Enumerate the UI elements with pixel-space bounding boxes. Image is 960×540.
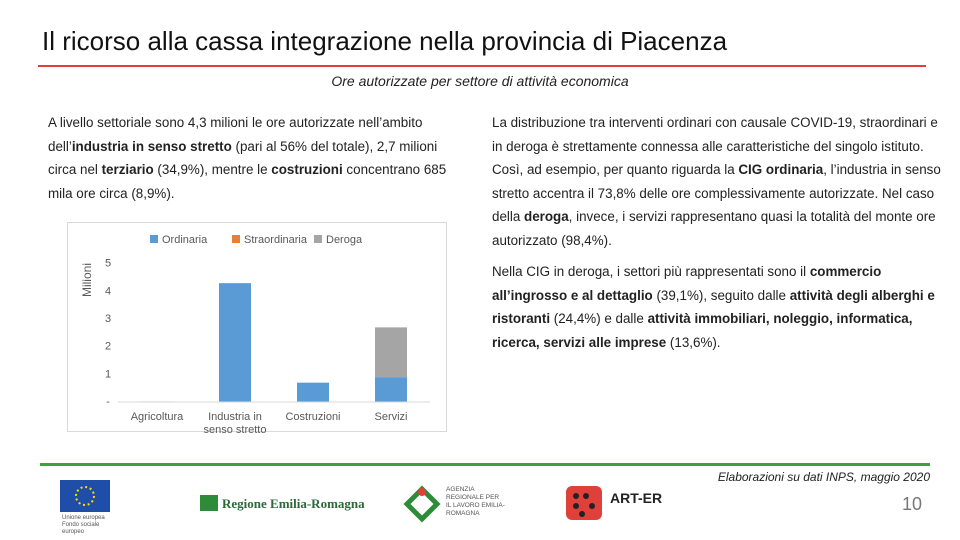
rer-mark bbox=[200, 495, 218, 511]
page-number: 10 bbox=[901, 494, 922, 514]
text-run: Nella CIG in deroga, i settori più rappr… bbox=[492, 264, 810, 279]
y-axis-title: Milioni bbox=[80, 263, 94, 297]
x-tick-label: Servizi bbox=[374, 411, 408, 423]
y-tick-label: 3 bbox=[105, 313, 111, 325]
text-run: costruzioni bbox=[271, 162, 343, 177]
text-run: A livello settoriale sono 4,3 milioni le… bbox=[48, 115, 423, 154]
text-run: deroga bbox=[524, 209, 569, 224]
y-tick-label: - bbox=[106, 396, 110, 408]
agency-mark bbox=[403, 485, 441, 523]
text-run: attività degli alberghi e ristoranti bbox=[492, 287, 935, 327]
arter-mark bbox=[566, 486, 602, 520]
bar-segment bbox=[297, 382, 329, 402]
title-rule bbox=[38, 65, 926, 67]
x-tick-label: Industria in senso stretto bbox=[203, 411, 267, 436]
text-run: concentrano 685 mila ore circa (8,9%). bbox=[48, 162, 447, 201]
x-tick-label: Costruzioni bbox=[285, 411, 341, 423]
right-text: La distribuzione tra interventi ordinari… bbox=[492, 111, 944, 362]
bar-segment bbox=[375, 377, 407, 402]
text-run: (39,1%), seguito dalle bbox=[652, 287, 790, 303]
y-tick-label: 4 bbox=[105, 285, 111, 297]
text-run: La distribuzione tra interventi ordinari… bbox=[492, 115, 938, 177]
text-run: (24,4%) e dalle bbox=[550, 311, 648, 326]
paragraph: La distribuzione tra interventi ordinari… bbox=[492, 111, 944, 252]
bar-segment bbox=[375, 327, 407, 378]
y-tick-label: 1 bbox=[105, 368, 111, 380]
legend-swatch bbox=[314, 235, 322, 243]
logo-text: ART-ER bbox=[610, 490, 663, 506]
text-run: (34,9%), mentre le bbox=[153, 162, 272, 177]
logo-text: AGENZIA REGIONALE PER IL LAVORO EMILIA-R… bbox=[446, 486, 505, 517]
legend-label: Deroga bbox=[326, 234, 363, 246]
x-tick-label: Agricoltura bbox=[130, 411, 184, 423]
logo-text: Unione europea Fondo sociale europeo bbox=[62, 515, 105, 535]
text-run: terziario bbox=[101, 162, 154, 177]
legend-swatch bbox=[232, 235, 240, 243]
text-run: industria in senso stretto bbox=[71, 138, 232, 154]
left-paragraph: A livello settoriale sono 4,3 milioni le… bbox=[48, 111, 450, 205]
paragraph: Nella CIG in deroga, i settori più rappr… bbox=[492, 260, 944, 354]
text-run: , l’industria in senso stretto accentra … bbox=[492, 162, 941, 224]
text-run: (pari al 56% del totale), 2,7 milioni ci… bbox=[48, 138, 438, 178]
legend-label: Straordinaria bbox=[244, 234, 308, 246]
subtitle: Ore autorizzate per settore di attività … bbox=[331, 73, 629, 89]
y-tick-label: 2 bbox=[105, 341, 111, 353]
footer-rule bbox=[40, 463, 930, 466]
text-run: (13,6%). bbox=[666, 334, 721, 350]
legend-swatch bbox=[150, 235, 158, 243]
text-run: CIG ordinaria bbox=[738, 162, 824, 177]
chart-box bbox=[67, 222, 447, 432]
text-run: attività immobiliari, noleggio, informat… bbox=[492, 311, 913, 350]
legend-label: Ordinaria bbox=[162, 234, 208, 246]
text-run: commercio all’ingrosso e al dettaglio bbox=[492, 264, 882, 303]
slide-title: Il ricorso alla cassa integrazione nella… bbox=[42, 26, 728, 56]
logo-text: Regione Emilia-Romagna bbox=[222, 496, 365, 511]
source-note: Elaborazioni su dati INPS, maggio 2020 bbox=[717, 470, 930, 484]
bar-segment bbox=[219, 283, 251, 402]
text-run: , invece, i servizi rappresentano quasi … bbox=[492, 209, 936, 248]
eu-flag bbox=[60, 480, 110, 512]
y-tick-label: 5 bbox=[105, 258, 111, 270]
